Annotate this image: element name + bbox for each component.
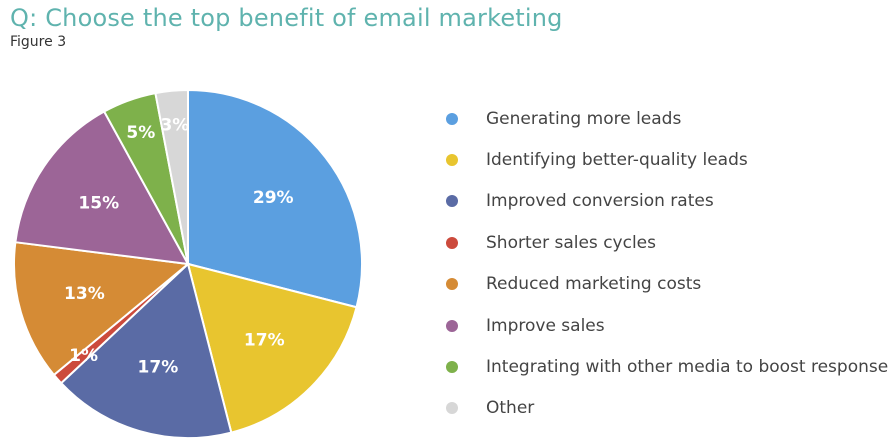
legend-swatch — [446, 236, 458, 249]
legend-swatch — [446, 154, 458, 167]
legend-item: Reduced marketing costs — [446, 264, 888, 305]
legend-label: Reduced marketing costs — [486, 274, 702, 295]
slice-label: 29% — [253, 188, 294, 208]
legend-item: Other — [446, 388, 888, 429]
slice-label: 1% — [69, 346, 98, 366]
legend-label: Improved conversion rates — [486, 191, 714, 212]
chart-title: Q: Choose the top benefit of email marke… — [10, 4, 563, 32]
legend-swatch — [446, 402, 458, 415]
legend-swatch — [446, 319, 458, 332]
slice-label: 15% — [78, 193, 119, 213]
pie-slice — [13, 241, 191, 377]
slice-label: 13% — [64, 284, 105, 304]
legend-swatch — [446, 195, 458, 208]
slice-label: 17% — [244, 330, 285, 350]
legend-item: Identifying better-quality leads — [446, 139, 888, 180]
legend-label: Shorter sales cycles — [486, 232, 656, 253]
pie-slice — [14, 110, 190, 266]
legend-label: Improve sales — [486, 315, 605, 336]
legend-label: Integrating with other media to boost re… — [486, 357, 889, 378]
legend-item: Improve sales — [446, 305, 888, 346]
legend-item: Shorter sales cycles — [446, 222, 888, 263]
pie-slice — [187, 88, 363, 309]
slice-label: 17% — [138, 358, 179, 378]
legend-item: Integrating with other media to boost re… — [446, 346, 888, 387]
legend-swatch — [446, 112, 458, 125]
legend-label: Other — [486, 398, 535, 419]
pie-slice — [59, 262, 233, 439]
slice-label: 3% — [160, 115, 189, 135]
slice-label: 5% — [126, 123, 155, 143]
chart-subtitle: Figure 3 — [10, 34, 67, 50]
legend-label: Generating more leads — [486, 108, 682, 129]
legend-swatch — [446, 278, 458, 291]
pie-slice — [154, 88, 189, 265]
legend-swatch — [446, 361, 458, 374]
legend: Generating more leads Identifying better-… — [446, 98, 888, 429]
legend-item: Improved conversion rates — [446, 181, 888, 222]
legend-item: Generating more leads — [446, 98, 888, 139]
legend-label: Identifying better-quality leads — [486, 150, 748, 171]
pie-slice — [186, 262, 358, 434]
